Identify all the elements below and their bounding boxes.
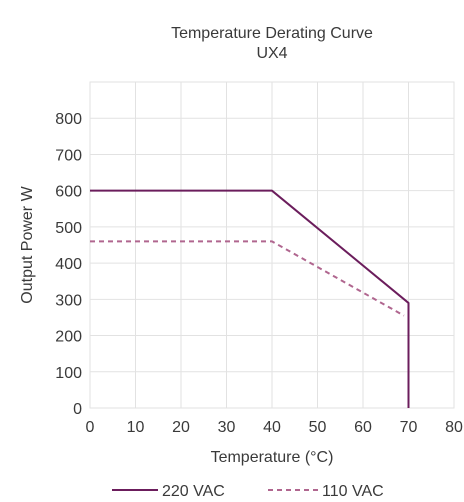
x-tick-label: 70 bbox=[400, 419, 418, 436]
x-tick-label: 60 bbox=[354, 419, 372, 436]
y-tick-label: 200 bbox=[55, 329, 82, 346]
legend: 220 VAC 110 VAC bbox=[112, 483, 384, 500]
x-tick-label: 80 bbox=[445, 419, 463, 436]
chart-subtitle: UX4 bbox=[256, 45, 287, 62]
y-tick-label: 600 bbox=[55, 184, 82, 201]
x-tick-label: 0 bbox=[86, 419, 95, 436]
series-line-110-vac bbox=[90, 240, 405, 317]
y-tick-label: 0 bbox=[73, 401, 82, 418]
y-tick-label: 500 bbox=[55, 220, 82, 237]
grid bbox=[89, 81, 455, 409]
y-tick-label: 400 bbox=[55, 256, 82, 273]
x-tick-label: 40 bbox=[263, 419, 281, 436]
x-axis-label: Temperature (°C) bbox=[211, 449, 334, 466]
x-tick-label: 10 bbox=[127, 419, 145, 436]
y-tick-label: 700 bbox=[55, 147, 82, 164]
y-axis-label: Output Power W bbox=[19, 185, 36, 303]
series-line-220-vac bbox=[90, 189, 410, 408]
x-tick-label: 50 bbox=[309, 419, 327, 436]
legend-label: 110 VAC bbox=[322, 483, 384, 500]
chart-title: Temperature Derating Curve bbox=[171, 25, 373, 42]
tick-labels: 0 10 20 30 40 50 60 70 8001002003004005006007008… bbox=[55, 111, 463, 436]
series-lines bbox=[90, 189, 410, 408]
y-tick-label: 800 bbox=[55, 111, 82, 128]
y-tick-label: 300 bbox=[55, 292, 82, 309]
x-tick-label: 20 bbox=[172, 419, 190, 436]
x-tick-label: 30 bbox=[218, 419, 236, 436]
y-tick-label: 100 bbox=[55, 365, 82, 382]
legend-label: 220 VAC bbox=[162, 483, 225, 500]
